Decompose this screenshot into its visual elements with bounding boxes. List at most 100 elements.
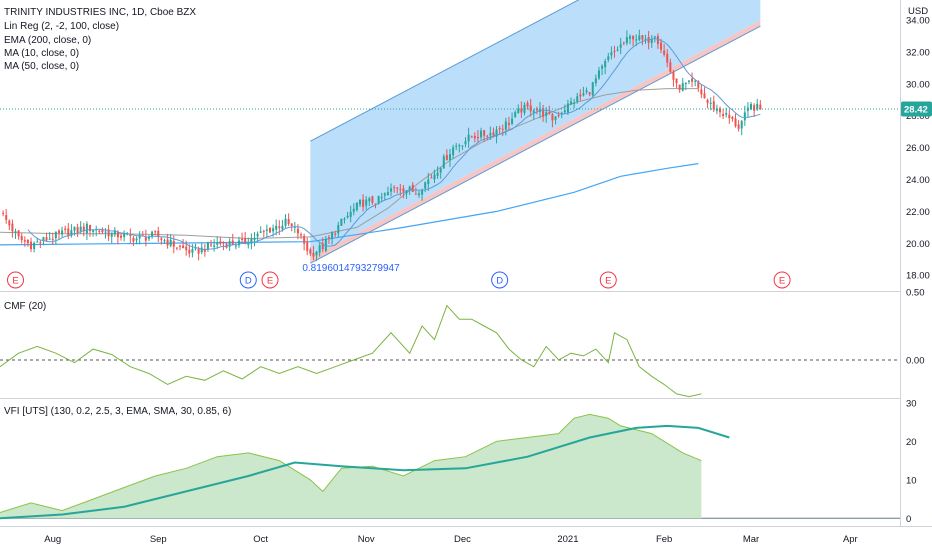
candle bbox=[219, 236, 222, 246]
candle bbox=[281, 219, 284, 232]
candle bbox=[523, 102, 526, 116]
svg-text:E: E bbox=[779, 276, 785, 287]
candle bbox=[197, 246, 200, 261]
earnings-marker[interactable]: E bbox=[773, 271, 791, 289]
candle bbox=[731, 115, 734, 122]
vfi-panel[interactable]: VFI [UTS] (130, 0.2, 2.5, 3, EMA, SMA, 3… bbox=[0, 398, 917, 525]
candle bbox=[151, 230, 154, 239]
candle bbox=[576, 92, 579, 104]
candle bbox=[750, 101, 753, 111]
time-axis[interactable]: AugSepOctNovDec2021FebMarAprMayJun bbox=[44, 534, 932, 545]
candle bbox=[262, 229, 265, 238]
candle bbox=[33, 241, 36, 253]
candle bbox=[160, 236, 163, 245]
candle bbox=[57, 229, 60, 240]
candle bbox=[30, 237, 33, 253]
cmf-axis[interactable]: 0.50 0.00 bbox=[906, 288, 925, 367]
candle bbox=[467, 127, 470, 148]
price-tick-label: 32.00 bbox=[906, 47, 930, 58]
candle bbox=[8, 219, 11, 231]
earnings-marker[interactable]: E bbox=[261, 271, 279, 289]
candle bbox=[157, 226, 160, 243]
price-panel[interactable]: 0.8196014793279947 E D E D E E TRINITY INDUST… bbox=[0, 0, 932, 289]
indicator-label-ema[interactable]: EMA (200, close, 0) bbox=[4, 35, 91, 46]
candle bbox=[362, 194, 365, 212]
candle bbox=[315, 251, 318, 262]
vfi-title[interactable]: VFI [UTS] (130, 0.2, 2.5, 3, EMA, SMA, 3… bbox=[4, 406, 231, 417]
candle bbox=[222, 241, 225, 251]
candle bbox=[327, 234, 330, 244]
candle bbox=[138, 231, 141, 245]
candle bbox=[709, 97, 712, 111]
last-price-value: 28.42 bbox=[904, 104, 928, 115]
price-tick-label: 28.00 bbox=[906, 111, 930, 122]
candle bbox=[464, 137, 467, 148]
time-tick-label: Nov bbox=[358, 534, 375, 545]
last-price-tag bbox=[901, 101, 932, 117]
candle bbox=[26, 239, 29, 247]
price-axis[interactable]: 18.00 20.00 22.00 24.00 26.00 28.00 30.00 32.00… bbox=[906, 15, 930, 281]
candle bbox=[365, 196, 368, 210]
candle bbox=[715, 104, 718, 115]
candle bbox=[641, 34, 644, 46]
channel-upper-band bbox=[310, 0, 761, 258]
indicator-label-ma10[interactable]: MA (10, close, 0) bbox=[4, 48, 79, 59]
candle bbox=[675, 78, 678, 89]
vfi-tick-label: 30 bbox=[906, 398, 917, 409]
candle bbox=[175, 247, 178, 251]
candle bbox=[23, 236, 26, 247]
candle bbox=[101, 227, 104, 235]
candle bbox=[61, 226, 64, 238]
candle bbox=[231, 233, 234, 246]
candle bbox=[166, 233, 169, 249]
candle bbox=[203, 244, 206, 257]
dividend-marker[interactable]: D bbox=[239, 271, 257, 289]
candle bbox=[511, 112, 514, 126]
candle bbox=[244, 231, 247, 245]
indicator-label-linreg[interactable]: Lin Reg (2, -2, 100, close) bbox=[4, 21, 119, 32]
candle bbox=[445, 149, 448, 161]
candle bbox=[635, 34, 638, 47]
candle bbox=[371, 195, 374, 205]
channel-lower-line bbox=[310, 25, 761, 264]
candle bbox=[380, 192, 383, 203]
ma-10-line bbox=[27, 37, 761, 251]
cmf-title[interactable]: CMF (20) bbox=[4, 301, 46, 312]
candle bbox=[570, 97, 573, 106]
candle bbox=[182, 239, 185, 249]
candle bbox=[480, 127, 483, 140]
panel-frames bbox=[0, 0, 932, 527]
candle bbox=[334, 230, 337, 237]
candle bbox=[644, 34, 647, 44]
dividend-marker[interactable]: D bbox=[491, 271, 509, 289]
candle bbox=[424, 181, 427, 193]
candle bbox=[734, 113, 737, 128]
earnings-marker[interactable]: E bbox=[7, 271, 25, 289]
candle bbox=[355, 202, 358, 212]
indicator-label-ma50[interactable]: MA (50, close, 0) bbox=[4, 61, 79, 72]
candle bbox=[526, 100, 529, 110]
svg-text:E: E bbox=[267, 276, 273, 287]
candle bbox=[417, 190, 420, 198]
candle bbox=[396, 187, 399, 194]
channel-annotation: 0.8196014793279947 bbox=[302, 263, 400, 274]
earnings-marker[interactable]: E bbox=[599, 271, 617, 289]
candle bbox=[489, 126, 492, 140]
candle bbox=[566, 99, 569, 115]
vfi-axis[interactable]: 30 20 10 0 bbox=[906, 398, 917, 524]
candle bbox=[5, 209, 8, 224]
candle bbox=[402, 185, 405, 199]
candle bbox=[678, 84, 681, 93]
price-title: TRINITY INDUSTRIES INC, 1D, Cboe BZX bbox=[4, 7, 196, 18]
candle bbox=[591, 81, 594, 98]
candle bbox=[557, 111, 560, 118]
cmf-panel[interactable]: CMF (20) 0.50 0.00 bbox=[0, 288, 925, 398]
candle bbox=[653, 35, 656, 43]
candle bbox=[14, 228, 17, 239]
candle bbox=[390, 183, 393, 197]
candle bbox=[51, 232, 54, 245]
svg-text:D: D bbox=[245, 276, 252, 287]
price-tick-label: 20.00 bbox=[906, 239, 930, 250]
